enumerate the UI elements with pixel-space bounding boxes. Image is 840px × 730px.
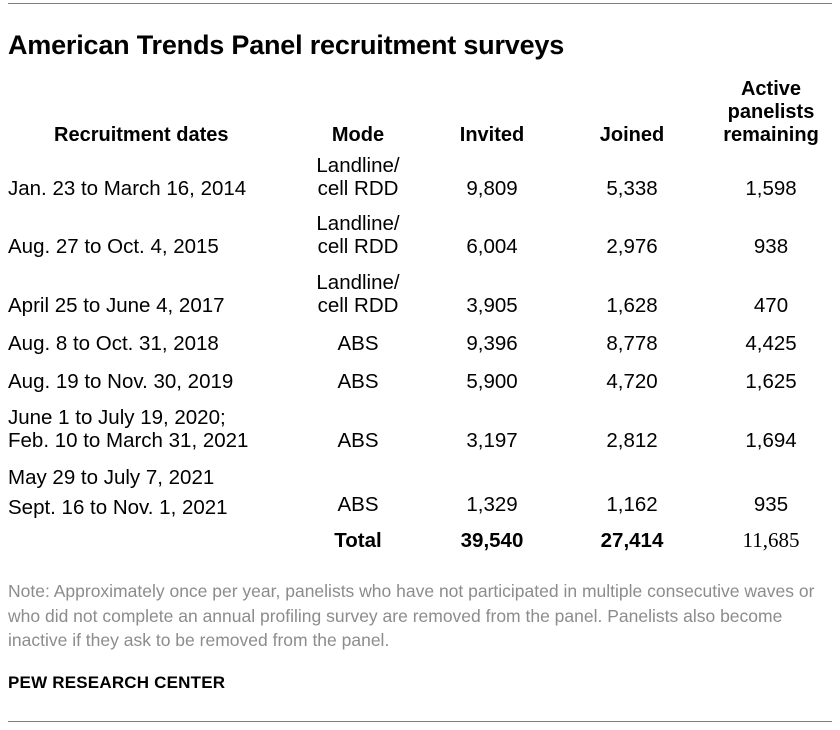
top-rule: [8, 3, 832, 4]
row-active: 4,425: [745, 332, 797, 355]
row-dates-line: Feb. 10 to March 31, 2021: [8, 429, 249, 452]
row-joined: 8,778: [606, 332, 658, 355]
row-invited: 3,197: [466, 429, 518, 452]
header-active-line: panelists: [727, 101, 815, 123]
row-mode-line: cell RDD: [317, 235, 399, 258]
row-mode-line: Landline/: [316, 212, 400, 235]
row-mode: Landline/ cell RDD: [308, 154, 408, 200]
row-mode: ABS: [337, 332, 379, 355]
total-active: 11,685: [742, 528, 800, 552]
header-recruitment-dates: Recruitment dates: [54, 124, 229, 146]
row-joined: 4,720: [606, 370, 658, 393]
row-mode-line: Landline/: [316, 154, 400, 177]
row-joined: 2,812: [606, 429, 658, 452]
total-invited: 39,540: [460, 529, 524, 552]
header-invited: Invited: [459, 124, 525, 146]
row-active: 1,598: [745, 177, 797, 200]
header-active-line: Active: [740, 78, 802, 100]
total-joined: 27,414: [600, 529, 664, 552]
row-invited: 6,004: [466, 235, 518, 258]
row-mode: ABS: [337, 493, 379, 516]
row-mode-line: cell RDD: [317, 294, 399, 317]
row-active: 935: [753, 493, 789, 516]
row-mode-line: Landline/: [316, 271, 400, 294]
row-mode-line: cell RDD: [317, 177, 399, 200]
row-mode: Landline/ cell RDD: [308, 271, 408, 317]
row-invited: 9,396: [466, 332, 518, 355]
row-joined: 1,628: [606, 294, 658, 317]
row-active: 1,625: [745, 370, 797, 393]
total-label: Total: [334, 529, 382, 552]
header-active-panelists: Active panelists remaining: [715, 78, 827, 147]
row-dates: April 25 to June 4, 2017: [8, 294, 225, 317]
row-joined: 5,338: [606, 177, 658, 200]
row-active: 1,694: [745, 429, 797, 452]
row-invited: 3,905: [466, 294, 518, 317]
header-joined: Joined: [599, 124, 665, 146]
footnote: Note: Approximately once per year, panel…: [8, 581, 815, 650]
header-active-line: remaining: [723, 124, 819, 146]
row-mode: ABS: [337, 370, 379, 393]
row-joined: 1,162: [606, 493, 658, 516]
row-dates-line: May 29 to July 7, 2021: [8, 466, 215, 489]
row-invited: 9,809: [466, 177, 518, 200]
row-mode: Landline/ cell RDD: [308, 212, 408, 258]
page-title: American Trends Panel recruitment survey…: [8, 30, 565, 60]
row-active: 470: [753, 294, 789, 317]
row-dates: Aug. 8 to Oct. 31, 2018: [8, 332, 219, 355]
source-credit: PEW RESEARCH CENTER: [8, 673, 226, 692]
row-dates: Aug. 27 to Oct. 4, 2015: [8, 235, 219, 258]
row-dates-line: June 1 to July 19, 2020;: [8, 406, 226, 429]
row-active: 938: [753, 235, 789, 258]
row-dates: Jan. 23 to March 16, 2014: [8, 177, 247, 200]
row-invited: 5,900: [466, 370, 518, 393]
header-mode: Mode: [331, 124, 385, 146]
row-joined: 2,976: [606, 235, 658, 258]
row-mode: ABS: [337, 429, 379, 452]
bottom-rule: [8, 721, 832, 722]
row-dates: May 29 to July 7, 2021 Sept. 16 to Nov. …: [8, 463, 228, 523]
row-dates: June 1 to July 19, 2020; Feb. 10 to Marc…: [8, 406, 248, 452]
row-invited: 1,329: [466, 493, 518, 516]
row-dates: Aug. 19 to Nov. 30, 2019: [8, 370, 234, 393]
row-dates-line: Sept. 16 to Nov. 1, 2021: [8, 496, 228, 519]
